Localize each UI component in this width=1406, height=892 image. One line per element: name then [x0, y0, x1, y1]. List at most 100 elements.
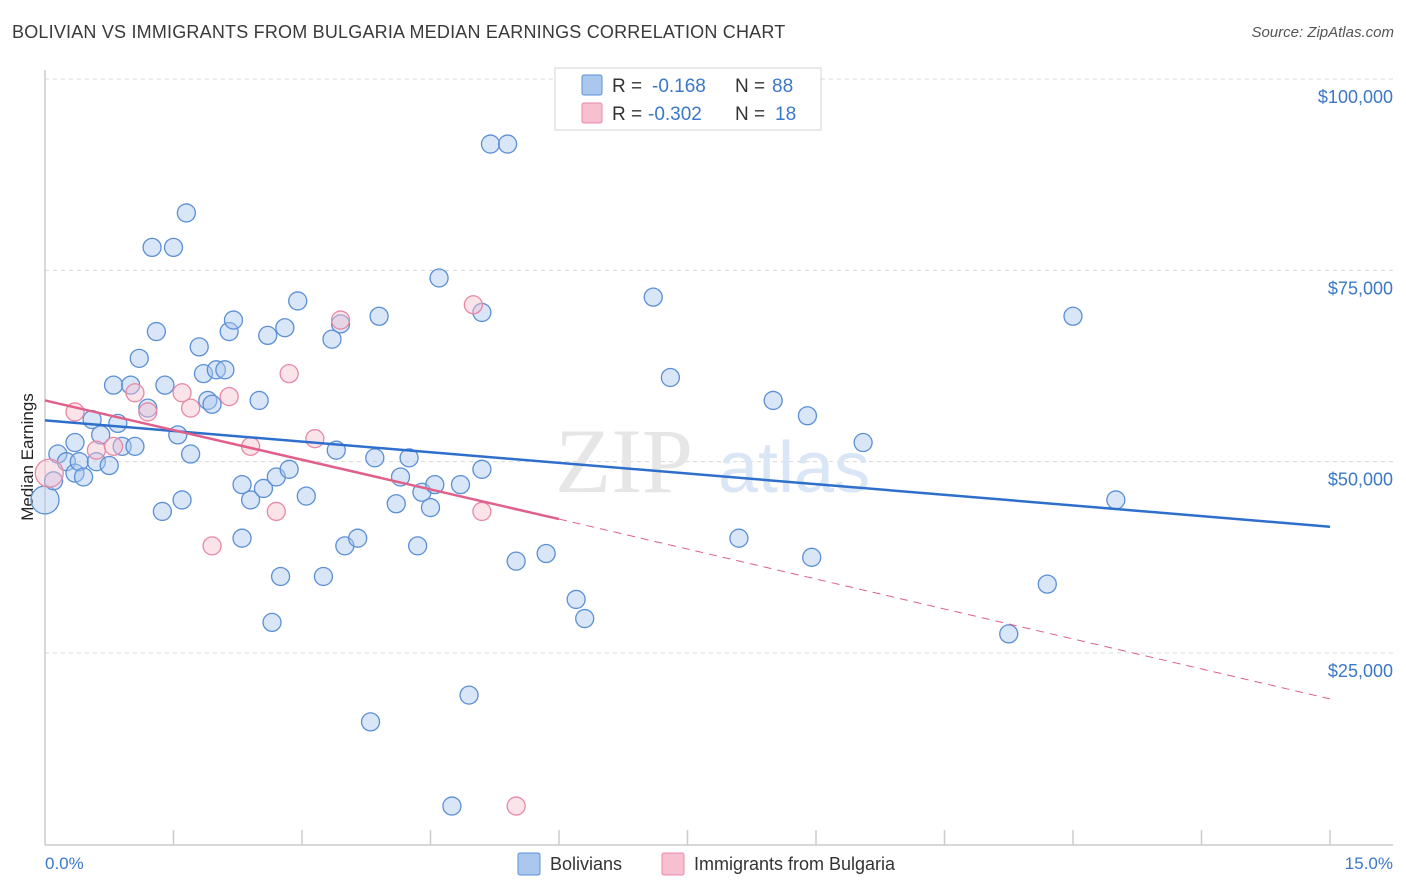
bulgaria-point-5 — [138, 402, 158, 422]
bulgaria-point-0 — [34, 458, 64, 488]
bulgaria-point-4 — [125, 383, 145, 403]
bulgaria-point-17 — [506, 796, 526, 816]
bolivians-point-75 — [566, 589, 586, 610]
legend-n-label-1: N = — [735, 76, 765, 97]
bulgaria-point-11 — [266, 501, 286, 522]
trend-line-bulgaria — [44, 399, 560, 521]
bolivians-point-11 — [99, 455, 119, 476]
bolivians-point-19 — [142, 237, 162, 258]
bulgaria-point-3 — [103, 436, 124, 457]
bottom-legend-label-bolivians: Bolivians — [550, 854, 622, 874]
watermark-atlas: atlas — [718, 428, 870, 508]
bolivians-point-34 — [219, 321, 239, 342]
bulgaria-point-15 — [463, 295, 483, 315]
bottom-legend-swatch-pink — [661, 852, 685, 876]
bolivians-point-66 — [442, 796, 462, 816]
bolivians-point-37 — [232, 528, 252, 548]
bolivians-point-81 — [797, 406, 818, 426]
trend-line-bulgaria-dashed — [558, 518, 1331, 700]
bolivians-point-57 — [369, 306, 389, 326]
bottom-legend-swatch-blue — [517, 852, 541, 876]
source-label: Source: ZipAtlas.com — [1251, 24, 1394, 41]
bolivians-point-21 — [155, 375, 175, 395]
y-tick-label-3: $100,000 — [1318, 87, 1393, 107]
bolivians-point-41 — [258, 325, 278, 346]
axes — [44, 70, 1393, 846]
bulgaria-point-7 — [180, 398, 201, 418]
bulgaria-point-2 — [86, 440, 107, 460]
bolivians-point-71 — [480, 134, 501, 154]
bolivians-point-5 — [65, 432, 85, 453]
bolivians-point-84 — [999, 624, 1019, 644]
bolivians-point-42 — [262, 612, 282, 633]
bolivians-point-72 — [497, 134, 518, 154]
x-tick-marks — [172, 830, 1331, 845]
legend-r-value-2: -0.302 — [648, 104, 702, 125]
bolivians-point-17 — [129, 348, 149, 368]
bolivians-point-61 — [407, 536, 428, 556]
x-tick-label-min: 0.0% — [45, 854, 84, 873]
bolivians-point-68 — [459, 685, 479, 705]
bulgaria-point-9 — [219, 386, 239, 407]
y-tick-label-2: $75,000 — [1328, 278, 1393, 298]
bulgaria-point-13 — [305, 429, 325, 449]
y-tick-label-1: $50,000 — [1328, 470, 1393, 490]
watermark-zip: ZIP — [555, 410, 693, 512]
bolivians-point-6 — [69, 452, 89, 472]
legend-n-value-1: 88 — [772, 76, 793, 97]
watermark: ZIP atlas — [555, 410, 870, 512]
bolivians-point-87 — [1106, 490, 1126, 510]
bolivians-point-44 — [270, 566, 291, 587]
trend-line-bolivians — [44, 419, 1331, 528]
legend-n-value-2: 18 — [775, 104, 796, 125]
chart-title: BOLIVIAN VS IMMIGRANTS FROM BULGARIA MED… — [12, 22, 786, 42]
legend-r-label-2: R = — [612, 104, 642, 125]
bolivians-point-27 — [180, 444, 201, 464]
grid-lines — [45, 78, 1393, 654]
bolivians-point-54 — [348, 528, 368, 548]
legend-r-value-1: -0.168 — [652, 76, 706, 97]
bolivians-point-67 — [450, 474, 471, 495]
bolivians-point-1 — [43, 471, 64, 491]
bottom-legend-label-bulgaria: Immigrants from Bulgaria — [694, 854, 896, 874]
bolivians-point-63 — [420, 497, 441, 518]
bolivians-point-28 — [189, 337, 209, 357]
bolivians-point-33 — [215, 360, 235, 380]
bolivians-point-12 — [103, 375, 124, 395]
bolivians-point-58 — [386, 494, 406, 514]
bolivians-point-50 — [322, 329, 342, 349]
series-bulgaria-points — [34, 295, 526, 816]
bolivians-point-39 — [249, 390, 269, 411]
bolivians-point-70 — [472, 459, 492, 479]
bolivians-point-35 — [223, 310, 244, 330]
bolivians-point-46 — [279, 459, 299, 479]
bolivians-point-65 — [429, 268, 449, 288]
bolivians-point-26 — [176, 203, 197, 223]
bolivians-point-16 — [125, 436, 145, 457]
legend-n-label-2: N = — [735, 104, 765, 125]
bolivians-point-20 — [146, 321, 167, 342]
bolivians-point-48 — [296, 486, 316, 506]
bolivians-point-86 — [1063, 306, 1083, 326]
bolivians-point-83 — [853, 432, 873, 453]
legend-box: R = -0.168 N = 88 R = -0.302 N = 18 — [554, 67, 822, 131]
bolivians-point-78 — [660, 367, 681, 388]
bolivians-point-76 — [575, 608, 595, 629]
bolivians-point-36 — [232, 474, 252, 495]
bulgaria-point-6 — [172, 383, 192, 403]
bulgaria-point-16 — [472, 501, 492, 522]
bolivians-point-25 — [172, 490, 192, 510]
legend-r-label-1: R = — [612, 76, 642, 97]
legend-swatch-blue — [581, 74, 603, 96]
bolivians-point-7 — [73, 467, 94, 487]
bottom-legend: Bolivians Immigrants from Bulgaria — [517, 852, 896, 876]
bolivians-point-85 — [1037, 574, 1057, 594]
bolivians-point-82 — [802, 547, 822, 567]
y-tick-labels: $25,000 $50,000 $75,000 $100,000 — [1318, 87, 1393, 681]
bolivians-point-31 — [202, 394, 222, 414]
y-axis-label: Median Earnings — [18, 393, 37, 521]
bolivians-point-22 — [152, 501, 173, 522]
bolivians-point-77 — [643, 287, 663, 307]
bolivians-point-56 — [365, 448, 385, 468]
